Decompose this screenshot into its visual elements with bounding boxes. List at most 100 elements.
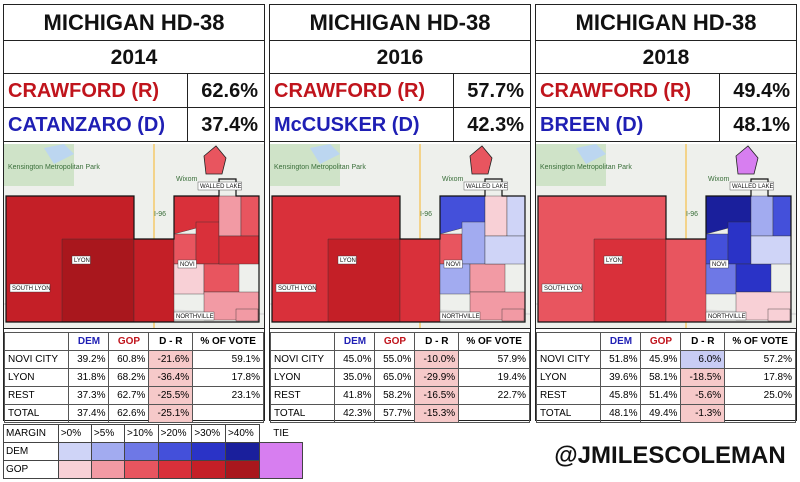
row-dem: 31.8% <box>68 368 110 387</box>
precinct-novi <box>705 233 729 265</box>
row-dem: 37.4% <box>68 404 110 423</box>
row-name: LYON <box>3 368 70 387</box>
row-gop: 62.7% <box>108 386 150 405</box>
row-name: NOVI CITY <box>269 350 336 369</box>
map-label-south-lyon: SOUTH LYON <box>12 286 51 292</box>
row-dem: 37.3% <box>68 386 110 405</box>
legend-gop-swatch <box>57 460 92 479</box>
row-dr: 6.0% <box>680 350 726 369</box>
rep-candidate-pct: 57.7% <box>467 80 524 102</box>
table-row: REST 37.3% 62.7% -25.5% 23.1% <box>3 386 264 405</box>
row-dr: -16.5% <box>414 386 460 405</box>
map-label-walled-lake: WALLED LAKE <box>466 184 507 190</box>
rep-candidate-pct: 49.4% <box>733 80 790 102</box>
legend-dem-swatch <box>124 442 159 461</box>
legend-gop-row: GOP <box>3 460 303 479</box>
precinct-walled-lake <box>735 145 759 175</box>
lake-shape <box>310 144 340 164</box>
table-header: D - R <box>148 332 194 351</box>
row-dem: 48.1% <box>600 404 642 423</box>
legend-gop-swatch <box>224 460 260 479</box>
row-gop: 68.2% <box>108 368 150 387</box>
precinct-novi <box>506 195 526 237</box>
precinct-novi <box>461 221 486 265</box>
row-dr: -21.6% <box>148 350 194 369</box>
table-header: DEM <box>600 332 642 351</box>
legend-bin-label: >30% <box>191 424 226 443</box>
panel-2014: MICHIGAN HD-38 2014 CRAWFORD (R) 62.6% C… <box>3 4 265 423</box>
rep-candidate-pct: 62.6% <box>201 80 258 102</box>
legend-gop-swatch <box>157 460 193 479</box>
map-place-label: Kensington Metropolitan Park <box>274 164 366 171</box>
map-place-label: Wixom <box>708 176 730 183</box>
rep-candidate-name: CRAWFORD (R) <box>536 74 720 107</box>
map-label-box <box>463 181 508 191</box>
precinct-walled-lake <box>203 145 227 175</box>
row-dr: -15.3% <box>414 404 460 423</box>
table-row: NOVI CITY 45.0% 55.0% -10.0% 57.9% <box>269 350 530 369</box>
legend-dem-row: DEM <box>3 442 304 479</box>
precinct-lyon-east <box>61 238 135 323</box>
map-label-lyon: LYON <box>340 258 356 264</box>
precinct-map: Kensington Metropolitan Park Wixom I-96 WAL… <box>536 144 796 329</box>
row-name: REST <box>269 386 336 405</box>
row-dr: -1.3% <box>680 404 726 423</box>
legend-bin-label: >10% <box>124 424 159 443</box>
precinct-novi <box>439 233 463 265</box>
row-name: NOVI CITY <box>3 350 70 369</box>
precinct-novi <box>439 263 471 295</box>
map-label-novi: NOVI <box>180 262 195 268</box>
table-header-row: DEM GOP D - R% OF VOTE <box>3 332 264 351</box>
table-header: % OF VOTE <box>458 332 530 351</box>
table-header-row: DEM GOP D - R% OF VOTE <box>535 332 796 351</box>
row-vote-share <box>724 404 796 423</box>
map-label-box <box>9 283 51 293</box>
map-label-lyon: LYON <box>74 258 90 264</box>
map-road-label: I-96 <box>686 211 698 218</box>
map-place-label: Kensington Metropolitan Park <box>8 164 100 171</box>
table-row: LYON 35.0% 65.0% -29.9% 19.4% <box>269 368 530 387</box>
row-dr: -25.1% <box>148 404 194 423</box>
row-name: LYON <box>269 368 336 387</box>
map-label-box <box>443 259 463 269</box>
map-label-box <box>275 283 317 293</box>
panel-year: 2016 <box>270 41 530 74</box>
rep-candidate-row: CRAWFORD (R) 62.6% <box>4 74 264 108</box>
dem-candidate-row: BREEN (D) 48.1% <box>536 108 796 142</box>
map-label-south-lyon: SOUTH LYON <box>278 286 317 292</box>
row-dr: -5.6% <box>680 386 726 405</box>
dem-candidate-row: McCUSKER (D) 42.3% <box>270 108 530 142</box>
rep-candidate-row: CRAWFORD (R) 57.7% <box>270 74 530 108</box>
panel-title: MICHIGAN HD-38 <box>270 5 530 41</box>
row-vote-share <box>458 404 530 423</box>
precinct-rest <box>665 238 707 323</box>
precinct-northville <box>501 308 525 322</box>
district-outline <box>5 178 260 323</box>
table-header: DEM <box>334 332 376 351</box>
row-vote-share: 19.4% <box>458 368 530 387</box>
margin-legend: MARGIN >0% >5% >10% >20% >30% >40% TIE D… <box>3 424 304 479</box>
table-header-row: DEM GOP D - R% OF VOTE <box>269 332 530 351</box>
row-dem: 39.2% <box>68 350 110 369</box>
row-dr: -25.5% <box>148 386 194 405</box>
table-row: TOTAL 48.1% 49.4% -1.3% <box>535 404 796 423</box>
rep-candidate-row: CRAWFORD (R) 49.4% <box>536 74 796 108</box>
table-header: D - R <box>680 332 726 351</box>
row-gop: 51.4% <box>640 386 682 405</box>
row-dr: -18.5% <box>680 368 726 387</box>
row-vote-share: 57.9% <box>458 350 530 369</box>
precinct-map: Kensington Metropolitan Park Wixom I-96 WAL… <box>270 144 530 329</box>
map-label-box <box>541 283 583 293</box>
precinct-rest <box>133 238 175 323</box>
panel-year: 2018 <box>536 41 796 74</box>
rep-candidate-name: CRAWFORD (R) <box>4 74 188 107</box>
row-name: REST <box>535 386 602 405</box>
map-label-walled-lake: WALLED LAKE <box>732 184 773 190</box>
map-label-box <box>705 311 747 321</box>
precinct-novi <box>727 221 752 265</box>
precinct-novi <box>173 233 197 265</box>
precinct-novi <box>750 195 774 237</box>
dem-candidate-name: BREEN (D) <box>536 108 720 141</box>
row-vote-share: 17.8% <box>724 368 796 387</box>
panel-title: MICHIGAN HD-38 <box>4 5 264 41</box>
